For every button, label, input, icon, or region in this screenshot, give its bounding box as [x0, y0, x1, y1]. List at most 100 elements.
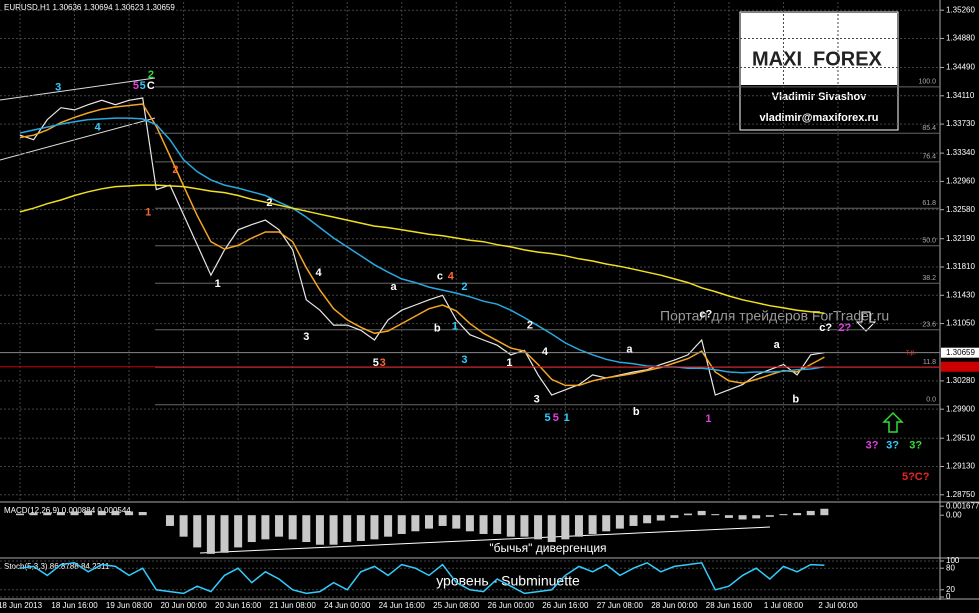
bar	[684, 513, 693, 516]
bar	[588, 515, 597, 534]
y-tick-label: 1.29510	[946, 433, 975, 442]
bar	[234, 515, 243, 548]
wave-label: c?	[699, 309, 712, 321]
bar	[84, 510, 93, 516]
bar	[711, 514, 720, 516]
divergence-label: "бычья" дивергенция	[489, 541, 606, 555]
bar	[697, 510, 706, 516]
x-tick-label: 25 Jun 08:00	[433, 601, 480, 610]
x-tick-label: 20 Jun 16:00	[215, 601, 262, 610]
bar	[438, 515, 447, 526]
bar	[70, 511, 79, 516]
wave-label: a	[390, 281, 397, 293]
wave-label: b	[633, 406, 640, 418]
y-tick-label: 0	[946, 592, 951, 601]
bar	[370, 515, 379, 540]
fib-label: 50.0	[922, 238, 936, 245]
bar	[206, 515, 215, 554]
bar	[670, 515, 679, 518]
x-tick-label: 28 Jun 00:00	[651, 601, 698, 610]
bar	[520, 515, 529, 537]
y-tick-label: 1.31430	[946, 290, 975, 299]
series-line	[19, 561, 825, 595]
bar	[16, 513, 24, 516]
bar	[465, 515, 474, 532]
panel-title: Stoch(5,3,3) 86.8788 84.2311	[4, 562, 110, 571]
y-tick-label: 1.34880	[946, 34, 975, 43]
wave-label: 5	[373, 357, 379, 369]
bar	[602, 515, 611, 532]
wave-label: 4	[316, 267, 323, 279]
y-tick-label: 1.31810	[946, 262, 975, 271]
logo-text: FOREX	[813, 48, 883, 70]
panel-title: MACD(12,26,9) 0.000884 0.000544	[4, 506, 131, 515]
wave-label: 4	[448, 271, 455, 283]
wave-label: 2	[461, 281, 467, 293]
last-price-box	[941, 347, 979, 358]
x-tick-label: 2 Jul 00:00	[818, 601, 858, 610]
wave-degree-label: уровень - Subminuette	[436, 573, 580, 589]
wave-label: 3	[303, 331, 309, 343]
y-tick-label: 1.32190	[946, 234, 975, 243]
x-tick-label: 28 Jun 16:00	[706, 601, 753, 610]
bar	[302, 515, 311, 543]
fib-label: 85.4	[922, 125, 936, 132]
x-tick-label: 27 Jun 08:00	[597, 601, 644, 610]
x-tick-label: 18 Jun 16:00	[51, 601, 98, 610]
wave-label: 5	[133, 80, 139, 92]
bar	[111, 510, 120, 516]
wave-label: 3	[534, 393, 540, 405]
wave-label: 2	[148, 69, 154, 81]
series-line	[19, 184, 825, 314]
bar	[793, 513, 802, 516]
y-tick-label: 1.32580	[946, 205, 975, 214]
tp-label: т.р.	[906, 350, 916, 357]
logo: MAXI FOREX Vladimir Sivashov vladimir@ma…	[739, 11, 899, 131]
y-tick-label: 1.35260	[946, 5, 975, 14]
bar	[179, 515, 188, 537]
bar	[779, 514, 788, 516]
y-tick-label: 20	[946, 585, 955, 594]
x-tick-label: 26 Jun 00:00	[488, 601, 535, 610]
bar	[574, 515, 583, 537]
y-tick-label: 1.32960	[946, 177, 975, 186]
x-tick-label: 24 Jun 16:00	[379, 601, 426, 610]
fib-label: 11.8	[923, 359, 936, 366]
bar	[806, 510, 815, 516]
bar	[343, 515, 352, 543]
bar	[397, 515, 406, 534]
y-tick-label: 1.33730	[946, 119, 975, 128]
wave-label: 2	[172, 164, 178, 176]
wave-label: a	[774, 339, 781, 351]
y-tick-label: 80	[946, 563, 955, 572]
wave-label: 5?C?	[902, 471, 930, 483]
wave-label: 1	[215, 278, 221, 290]
wave-label: c	[437, 271, 443, 283]
bar	[43, 512, 52, 516]
wave-label: 3?	[866, 440, 879, 452]
bar	[615, 515, 624, 529]
bar	[452, 515, 461, 529]
wave-label: 3?	[909, 440, 922, 452]
bar	[656, 515, 665, 521]
y-tick-label: 1.33340	[946, 148, 975, 157]
y-tick-label: 1.28750	[946, 490, 975, 499]
bar	[506, 515, 515, 537]
x-tick-label: 21 Jun 08:00	[270, 601, 317, 610]
wave-label: 4	[95, 122, 102, 134]
bar	[643, 515, 652, 524]
bar	[56, 511, 65, 516]
fib-label: 23.6	[922, 322, 936, 329]
bar	[97, 510, 106, 516]
wave-label: C	[147, 80, 155, 92]
wave-label: 1	[145, 207, 151, 219]
wave-label: 2	[266, 197, 272, 209]
panel-title: EURUSD,H1 1.30636 1.30694 1.30623 1.3065…	[4, 3, 175, 12]
x-tick-label: 20 Jun 00:00	[160, 601, 207, 610]
wave-label: 3	[461, 354, 467, 366]
x-tick-label: 18 Jun 2013	[0, 601, 43, 610]
wave-label: c?	[819, 322, 832, 334]
bar	[165, 515, 174, 526]
